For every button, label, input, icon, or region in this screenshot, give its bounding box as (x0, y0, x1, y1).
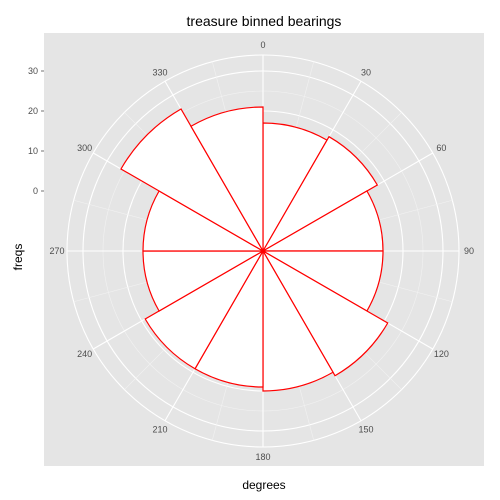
angle-tick-label: 30 (361, 68, 371, 78)
x-axis-label: degrees (242, 478, 286, 492)
angle-tick-label: 270 (49, 246, 64, 256)
angle-tick-label: 210 (152, 424, 167, 434)
angle-tick-label: 90 (464, 246, 474, 256)
angle-tick-label: 0 (260, 40, 265, 50)
bar-wedge (262, 248, 334, 392)
radius-tick-label: 10 (28, 146, 38, 156)
radius-tick-label: 20 (28, 106, 38, 116)
bar-wedge (190, 106, 264, 254)
angle-tick-label: 180 (255, 452, 270, 462)
angle-tick-label: 120 (434, 349, 449, 359)
angle-tick-label: 150 (358, 424, 373, 434)
angle-tick-labels: 0 30 60 90 120 150 180 210 240 270 300 330 (49, 40, 474, 462)
angle-tick-label: 300 (77, 143, 92, 153)
radius-tick-label: 0 (33, 186, 38, 196)
angle-tick-label: 60 (436, 143, 446, 153)
chart-title: treasure binned bearings (186, 13, 342, 29)
angle-tick-label: 330 (152, 68, 167, 78)
radius-tick-labels: 0 10 20 30 (28, 66, 44, 196)
bar-wedge (261, 135, 379, 253)
bar-wedge (120, 108, 265, 253)
radius-tick-label: 30 (28, 66, 38, 76)
bar-wedge (261, 249, 389, 377)
angle-tick-label: 240 (77, 349, 92, 359)
bar-wedge (144, 249, 265, 370)
bars (120, 106, 389, 392)
